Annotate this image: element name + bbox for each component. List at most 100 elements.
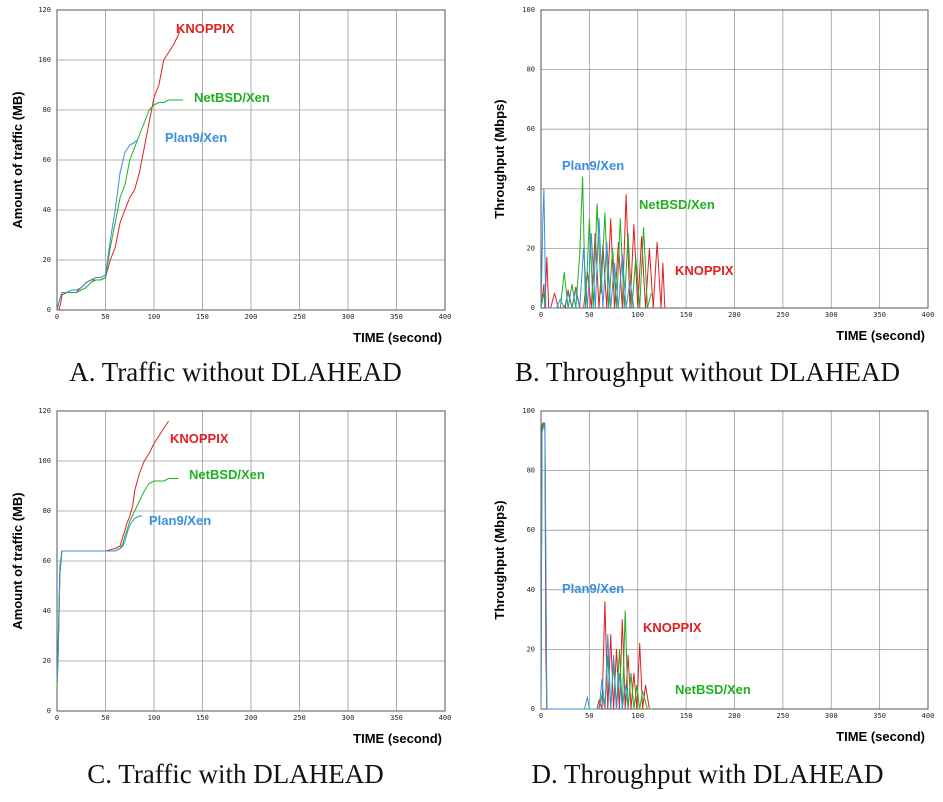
y-tick-label: 40 (527, 586, 535, 594)
series-label-plan9-xen: Plan9/Xen (165, 130, 227, 145)
x-tick-label: 250 (293, 714, 306, 722)
caption-b: B. Throughput without DLAHEAD (515, 357, 900, 387)
plot-frame (56, 9, 446, 311)
caption-a: A. Traffic without DLAHEAD (69, 357, 402, 387)
x-tick-label: 0 (539, 311, 543, 319)
x-tick-label: 100 (148, 313, 161, 321)
caption-d: D. Throughput with DLAHEAD (531, 759, 884, 789)
x-tick-label: 50 (585, 712, 593, 720)
x-tick-label: 350 (873, 311, 886, 319)
x-tick-label: 0 (55, 714, 59, 722)
x-tick-label: 150 (196, 313, 209, 321)
y-tick-label: 80 (527, 467, 535, 475)
y-tick-label: 60 (43, 557, 51, 565)
series-line-netbsd-xen (56, 99, 184, 311)
y-tick-label: 20 (43, 256, 51, 264)
x-tick-label: 400 (922, 311, 935, 319)
series-line-plan9-xen (540, 422, 629, 710)
y-tick-label: 0 (47, 306, 51, 314)
chart-b: 0 50 100 150 200 250 300 350 400 0 20 40 60 80 100 TIME… (492, 6, 935, 343)
y-tick-label: 80 (43, 106, 51, 114)
series-label-netbsd-xen: NetBSD/Xen (639, 197, 715, 212)
x-tick-label: 200 (728, 311, 741, 319)
x-tick-label: 300 (825, 311, 838, 319)
series-label-knoppix: KNOPPIX (176, 21, 235, 36)
y-tick-label: 20 (43, 657, 51, 665)
x-tick-label: 300 (342, 313, 355, 321)
series-label-knoppix: KNOPPIX (643, 620, 702, 635)
y-tick-label: 60 (527, 125, 535, 133)
y-axis-label: Throughput (Mbps) (492, 500, 507, 619)
y-tick-label: 20 (527, 645, 535, 653)
series-label-netbsd-xen: NetBSD/Xen (675, 682, 751, 697)
plot-frame (540, 9, 929, 309)
grid (540, 9, 929, 309)
series-line-knoppix (57, 27, 182, 311)
grid (56, 9, 446, 311)
x-tick-label: 200 (728, 712, 741, 720)
x-tick-label: 350 (390, 313, 403, 321)
x-tick-label: 100 (631, 311, 644, 319)
series-line-plan9-xen (56, 139, 137, 311)
y-tick-label: 0 (531, 705, 535, 713)
x-tick-label: 400 (922, 712, 935, 720)
plot-frame (56, 410, 446, 712)
x-axis-label: TIME (second) (353, 731, 442, 746)
y-tick-label: 80 (43, 507, 51, 515)
y-tick-label: 100 (38, 457, 51, 465)
chart-d: 0 50 100 150 200 250 300 350 400 0 20 40 60 80 100 TIME… (492, 407, 935, 744)
y-tick-label: 40 (43, 206, 51, 214)
grid (56, 410, 446, 712)
series-line-netbsd-xen (56, 478, 179, 687)
x-tick-label: 50 (585, 311, 593, 319)
series-line-knoppix (540, 194, 666, 309)
y-tick-label: 40 (43, 607, 51, 615)
x-tick-label: 150 (196, 714, 209, 722)
y-axis-label: Amount of traffic (MB) (10, 91, 25, 228)
x-tick-label: 200 (245, 313, 258, 321)
series-label-plan9-xen: Plan9/Xen (562, 158, 624, 173)
plot-frame (540, 410, 929, 710)
chart-a: 0 50 100 150 200 250 300 350 400 0 20 40 60 80 100 120 T… (10, 6, 452, 345)
series-line-plan9-xen (540, 188, 638, 309)
x-tick-label: 150 (680, 712, 693, 720)
y-tick-label: 20 (527, 244, 535, 252)
series-line-netbsd-xen (540, 422, 653, 710)
y-tick-label: 100 (522, 6, 535, 14)
panel-b: 0 50 100 150 200 250 300 350 400 0 20 40 60 80 100 TIME… (472, 0, 943, 401)
caption-c: C. Traffic with DLAHEAD (87, 759, 384, 789)
x-tick-label: 150 (680, 311, 693, 319)
panel-a: 0 50 100 150 200 250 300 350 400 0 20 40 60 80 100 120 T… (0, 0, 471, 401)
x-tick-label: 250 (293, 313, 306, 321)
y-tick-label: 120 (38, 6, 51, 14)
series-label-plan9-xen: Plan9/Xen (562, 581, 624, 596)
series-label-netbsd-xen: NetBSD/Xen (189, 467, 265, 482)
y-axis-label: Amount of traffic (MB) (10, 492, 25, 629)
y-tick-label: 0 (531, 304, 535, 312)
x-tick-label: 350 (873, 712, 886, 720)
y-tick-label: 40 (527, 185, 535, 193)
x-tick-label: 400 (439, 714, 452, 722)
x-tick-label: 200 (245, 714, 258, 722)
grid (540, 410, 929, 710)
x-tick-label: 300 (825, 712, 838, 720)
y-tick-label: 100 (38, 56, 51, 64)
x-tick-label: 100 (631, 712, 644, 720)
x-tick-label: 300 (342, 714, 355, 722)
x-tick-label: 400 (439, 313, 452, 321)
x-tick-label: 0 (55, 313, 59, 321)
panel-d: 0 50 100 150 200 250 300 350 400 0 20 40 60 80 100 TIME… (472, 401, 943, 802)
y-tick-label: 120 (38, 407, 51, 415)
series-label-netbsd-xen: NetBSD/Xen (194, 90, 270, 105)
x-axis-label: TIME (second) (836, 729, 925, 744)
x-tick-label: 50 (101, 714, 109, 722)
chart-c: 0 50 100 150 200 250 300 350 400 0 20 40 60 80 100 120 T… (10, 407, 452, 746)
x-axis-label: TIME (second) (836, 328, 925, 343)
series-label-knoppix: KNOPPIX (675, 263, 734, 278)
series-line-plan9-xen (56, 515, 143, 682)
y-tick-label: 60 (43, 156, 51, 164)
x-tick-label: 250 (777, 311, 790, 319)
panel-c: 0 50 100 150 200 250 300 350 400 0 20 40 60 80 100 120 T… (0, 401, 471, 802)
x-tick-label: 350 (390, 714, 403, 722)
x-tick-label: 0 (539, 712, 543, 720)
